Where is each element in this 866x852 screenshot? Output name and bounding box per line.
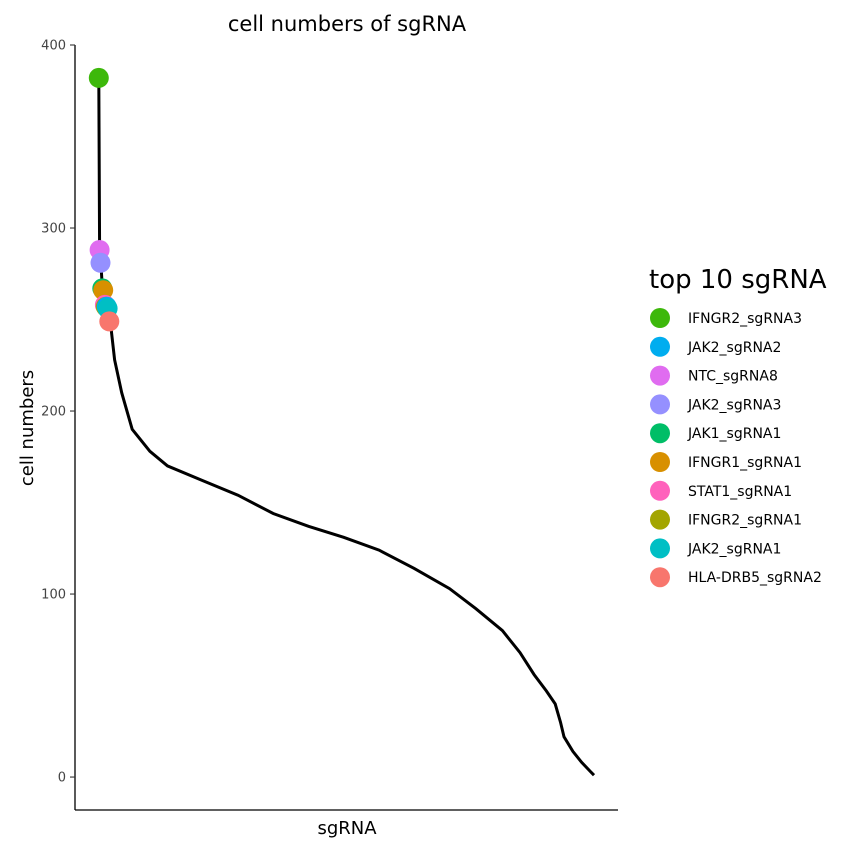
legend-label: HLA-DRB5_sgRNA2 [688, 570, 822, 586]
legend-key-jak1-sgrna1 [650, 423, 670, 444]
point-hla-drb5-sgrna2 [99, 311, 120, 332]
y-tick-label: 100 [41, 588, 66, 603]
legend-label: JAK2_sgRNA2 [687, 340, 781, 356]
legend-label: JAK2_sgRNA1 [687, 541, 781, 557]
point-jak2-sgrna3 [90, 252, 111, 273]
legend-key-ifngr2-sgrna1 [650, 509, 670, 530]
legend-key-stat1-sgrna1 [650, 480, 670, 501]
y-ticks: 0 100 200 300 400 [41, 39, 75, 786]
legend-key-ifngr2-sgrna3 [650, 308, 670, 328]
x-axis-title: sgRNA [317, 818, 377, 839]
plot-area: 0 100 200 300 400 [41, 39, 618, 811]
legend-label: JAK1_sgRNA1 [687, 426, 781, 442]
legend-label: IFNGR2_sgRNA1 [688, 513, 802, 529]
legend-title: top 10 sgRNA [649, 265, 827, 295]
legend-key-jak2-sgrna2 [650, 336, 670, 357]
legend-key-jak2-sgrna1 [650, 538, 670, 559]
y-tick-label: 200 [41, 405, 66, 420]
point-ifngr1-sgrna1 [93, 280, 114, 301]
legend-key-ntc-sgrna8 [650, 365, 670, 386]
y-tick-label: 400 [41, 39, 66, 54]
chart-title: cell numbers of sgRNA [228, 12, 467, 36]
point-ifngr2-sgrna3 [88, 67, 109, 88]
legend-label: IFNGR1_sgRNA1 [688, 455, 802, 471]
legend-label: NTC_sgRNA8 [688, 369, 778, 385]
legend: top 10 sgRNA IFNGR2_sgRNA3 JAK2_sgRNA2 NTC… [649, 265, 827, 588]
y-axis-title: cell numbers [17, 370, 38, 486]
cell-number-curve [97, 77, 596, 777]
legend-label: STAT1_sgRNA1 [688, 484, 792, 500]
legend-label: JAK2_sgRNA3 [687, 397, 781, 413]
legend-entries: IFNGR2_sgRNA3 JAK2_sgRNA2 NTC_sgRNA8 JAK2_s… [650, 308, 822, 588]
legend-key-hla-drb5-sgrna2 [650, 567, 670, 588]
legend-key-jak2-sgrna3 [650, 394, 670, 415]
y-tick-label: 0 [58, 771, 66, 786]
y-tick-label: 300 [41, 222, 66, 237]
legend-label: IFNGR2_sgRNA3 [688, 311, 802, 327]
legend-key-ifngr1-sgrna1 [650, 452, 670, 472]
highlight-points [88, 67, 120, 332]
